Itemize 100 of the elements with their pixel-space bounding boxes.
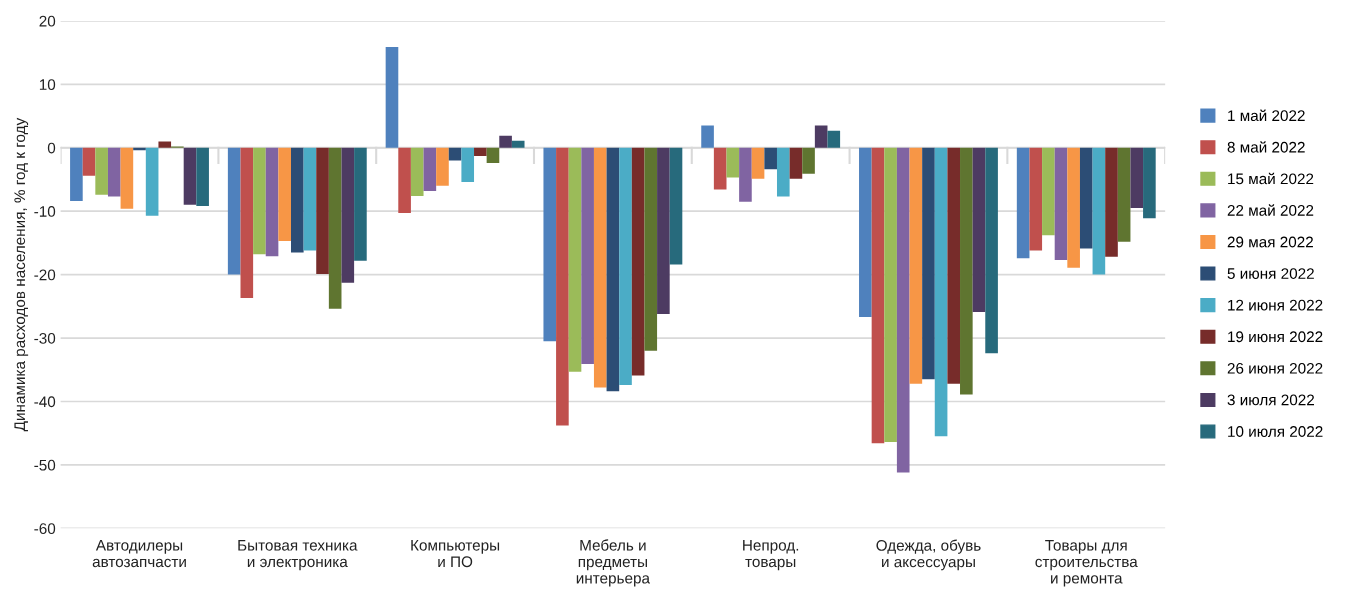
bar <box>1079 147 1093 249</box>
bar <box>556 147 569 426</box>
bar <box>1117 147 1131 242</box>
bar <box>909 147 923 384</box>
bar <box>701 125 714 148</box>
legend-label: 19 июня 2022 <box>1228 331 1323 343</box>
x-tick-label: Товары для строительства и ремонта <box>1035 540 1138 587</box>
bar <box>568 147 582 372</box>
bar <box>1042 147 1055 236</box>
bar <box>1067 147 1080 268</box>
bar <box>827 130 841 148</box>
bar <box>82 147 96 176</box>
y-tick-label: 10 <box>39 79 56 91</box>
y-tick-label: -20 <box>34 269 56 281</box>
bar <box>511 140 525 148</box>
bar <box>1029 147 1043 251</box>
bar <box>107 147 121 197</box>
bar <box>713 147 727 190</box>
bar <box>486 147 500 163</box>
bar <box>70 147 83 202</box>
bar <box>1016 147 1030 259</box>
bar <box>410 147 424 196</box>
y-tick-label: -50 <box>34 459 56 471</box>
bar <box>290 147 304 253</box>
bar <box>972 147 986 313</box>
bar <box>316 147 329 274</box>
bar <box>871 147 885 444</box>
bar <box>985 147 998 354</box>
bar <box>145 147 159 216</box>
legend-label: 3 июля 2022 <box>1227 394 1315 406</box>
bar <box>789 147 803 179</box>
legend-label: 26 июня 2022 <box>1227 362 1323 374</box>
bar <box>265 147 279 257</box>
x-tick-label: Компьютеры и ПО <box>411 540 500 568</box>
bar <box>859 147 872 318</box>
bar <box>1143 147 1156 219</box>
bar <box>1130 147 1144 209</box>
bar <box>303 147 317 251</box>
bar <box>436 147 449 186</box>
bar <box>960 147 973 395</box>
bar <box>341 147 355 283</box>
bar <box>398 147 411 214</box>
bar <box>739 147 752 202</box>
x-tick-label: Одежда, обувь и аксессуары <box>876 539 981 571</box>
bar <box>776 147 790 197</box>
legend-label: 10 июля 2022 <box>1228 426 1323 437</box>
legend-label: 22 май 2022 <box>1227 204 1314 216</box>
bar <box>896 147 910 473</box>
bar <box>751 147 765 179</box>
bar <box>385 46 399 148</box>
y-axis-title: Динамика расходов населения, % год к году <box>14 117 29 432</box>
bar <box>543 147 557 342</box>
bar <box>499 135 512 148</box>
bar <box>814 125 828 148</box>
bar <box>1054 147 1068 261</box>
bar <box>947 147 961 384</box>
bar <box>581 147 594 365</box>
legend-label: 15 май 2022 <box>1228 172 1314 185</box>
bar <box>802 147 815 174</box>
bar <box>253 147 266 255</box>
y-tick-label: -60 <box>34 523 56 535</box>
legend-label: 1 май 2022 <box>1228 109 1305 122</box>
y-tick-label: -40 <box>34 396 56 408</box>
y-tick-label: 0 <box>47 142 56 154</box>
legend-label: 12 июня 2022 <box>1228 299 1323 311</box>
bar <box>183 147 197 205</box>
bar <box>1105 147 1118 257</box>
bar <box>227 147 241 275</box>
bar <box>354 147 367 261</box>
legend-label: 8 май 2022 <box>1227 141 1305 153</box>
bar <box>631 147 645 376</box>
bar <box>726 147 740 178</box>
bar <box>474 147 487 156</box>
bar <box>884 147 897 443</box>
bar <box>461 147 475 183</box>
bar <box>120 147 134 209</box>
bar <box>619 147 632 385</box>
x-tick-label: Бытовая техника и электроника <box>238 540 358 571</box>
x-tick-label: Непрод. товары <box>743 540 799 571</box>
bar <box>158 141 172 148</box>
bar <box>196 147 209 207</box>
bar <box>922 147 935 380</box>
y-tick-label: -10 <box>34 206 56 217</box>
bar <box>95 147 108 195</box>
bar <box>764 147 777 170</box>
bar <box>448 147 462 161</box>
y-tick-label: -30 <box>34 332 56 344</box>
bar <box>644 147 658 351</box>
bar <box>423 147 437 191</box>
bar <box>934 147 948 437</box>
bar <box>593 147 607 388</box>
legend-label: 29 мая 2022 <box>1227 236 1313 248</box>
x-tick-label: Автодилеры автозапчасти <box>92 540 186 568</box>
bar <box>1092 147 1106 275</box>
x-tick-label: Мебель и предметы интерьера <box>576 539 651 587</box>
bar <box>669 147 683 265</box>
y-tick-label: 20 <box>39 15 56 27</box>
bar <box>278 147 291 241</box>
bar <box>606 147 620 392</box>
legend-label: 5 июня 2022 <box>1227 268 1314 279</box>
